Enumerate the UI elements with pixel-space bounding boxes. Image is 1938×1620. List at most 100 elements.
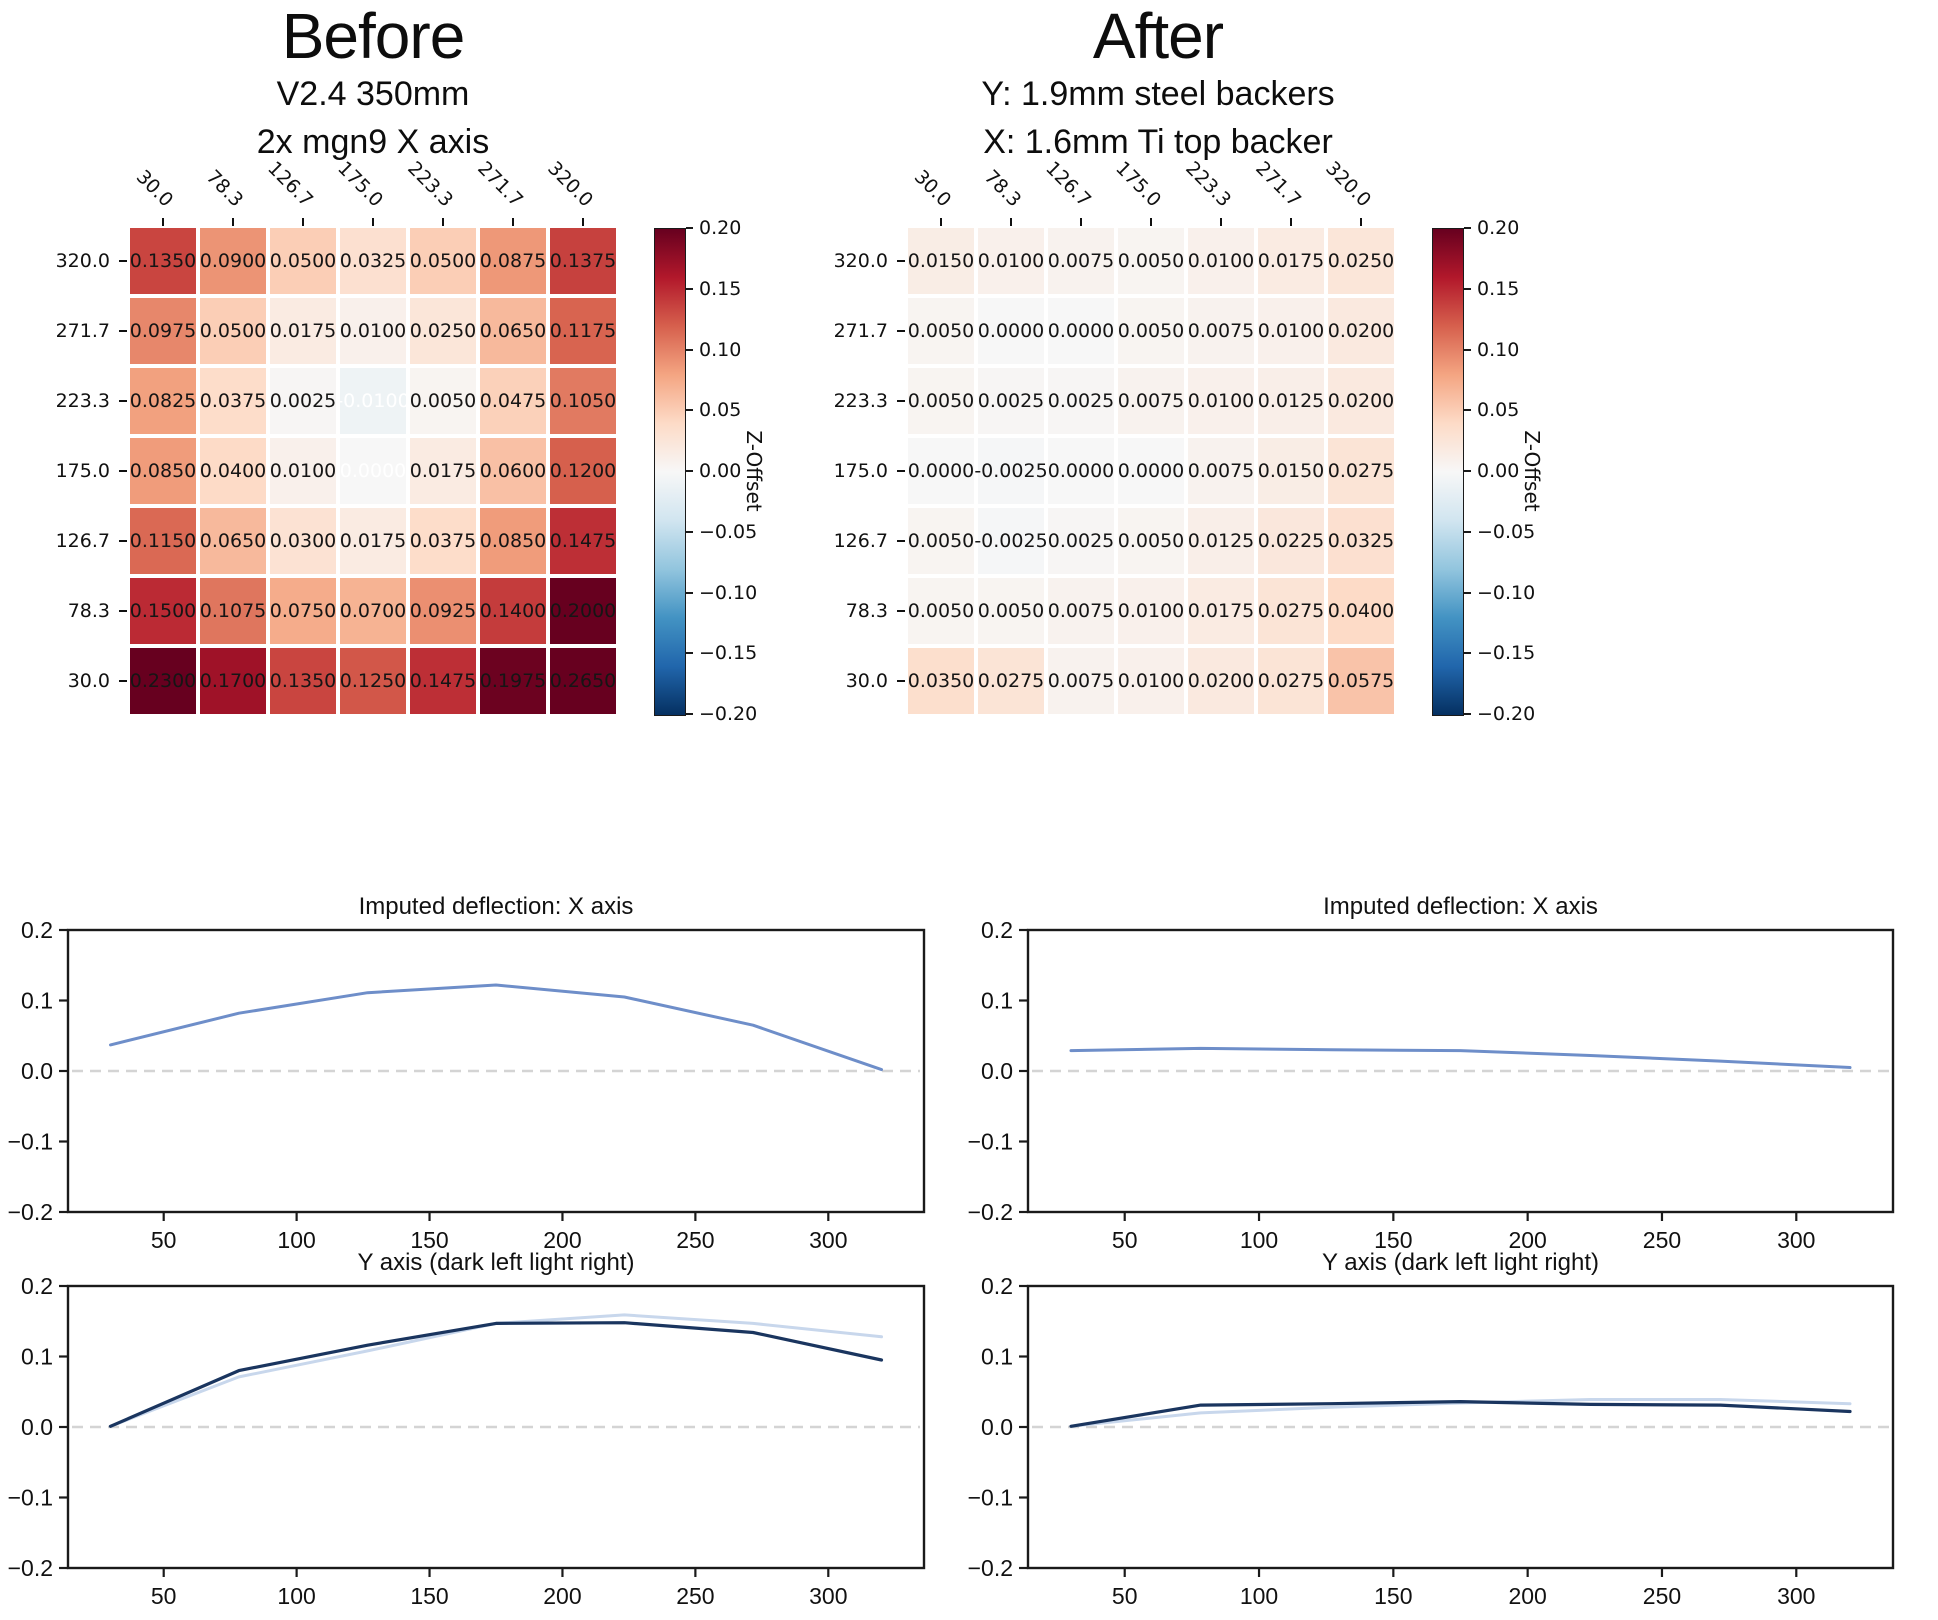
heatmap-cell: 0.0100 [340,298,406,364]
heatmap-cell: 0.1200 [550,438,616,504]
x-tick-label: 250 [1643,1583,1681,1609]
y-tick-label: 0.2 [21,1273,53,1299]
heatmap-row-label: 223.3 [833,390,888,412]
heatmap-row-label: 320.0 [833,250,888,272]
chart-title: Y axis (dark left light right) [358,1249,635,1276]
heatmap-cell: 0.1250 [340,648,406,714]
chart-title: Imputed deflection: X axis [359,893,634,920]
heatmap-row-label: 126.7 [833,530,888,552]
colorbar-tick-label: −0.15 [1477,642,1536,665]
before-subtitle-2: 2x mgn9 X axis [256,123,490,161]
y-tick-label: 0.1 [981,1344,1013,1370]
heatmap-row-tick [897,330,905,332]
heatmap-cell: 0.0275 [1258,648,1324,714]
x-tick-label: 150 [1374,1583,1412,1609]
heatmap-cell: 0.0650 [200,508,266,574]
colorbar-tick [686,287,693,290]
heatmap-cell: 0.0100 [1188,368,1254,434]
y-tick-label: −0.1 [8,1485,53,1511]
x-tick-label: 300 [1777,1583,1815,1609]
colorbar-tick-label: −0.05 [699,520,758,543]
heatmap-row-tick [119,330,127,332]
colorbar-tick-label: −0.10 [699,581,758,604]
y-tick-label: 0.0 [981,1058,1013,1084]
x-tick-label: 100 [1240,1583,1278,1609]
y-tick-label: −0.2 [968,1199,1013,1225]
x-tick-label: 200 [543,1227,581,1253]
heatmap-row-tick [119,400,127,402]
colorbar-tick [1464,470,1471,472]
heatmap-cell: 0.1500 [130,578,196,644]
line-chart-line-before-x: Imputed deflection: X axis 0.2 0.1 0.0 −0.1 −… [8,893,926,1253]
heatmap-cell: 0.0050 [1118,228,1184,294]
after-subtitle-2: X: 1.6mm Ti top backer [983,123,1333,161]
heatmap-cell: 0.0250 [410,298,476,364]
y-tick-label: 0.0 [981,1414,1013,1440]
chart-title: Imputed deflection: X axis [1323,893,1598,920]
line-chart-line-before-y: Y axis (dark left light right) 0.2 0.1 0.0 −… [8,1249,926,1609]
x-tick-label: 300 [1777,1227,1815,1253]
y-tick-label: 0.0 [21,1058,53,1084]
colorbar-tick [686,713,693,715]
heatmap-cell: 0.0050 [908,298,974,364]
x-tick-label: 150 [410,1227,448,1253]
heatmap-cell: 0.0700 [340,578,406,644]
colorbar-tick [1464,530,1471,533]
heatmap-column-tick [512,218,514,226]
x-tick-label: 150 [1374,1227,1412,1253]
x-tick-label: 200 [543,1583,581,1609]
x-tick-label: 200 [1508,1227,1546,1253]
heatmap-column-tick [302,218,304,226]
after-title: After [1092,0,1224,72]
colorbar-tick-label: −0.20 [699,703,758,725]
deflection-line-light-right [1069,1398,1852,1428]
colorbar-tick-label: 0.20 [1477,217,1520,239]
heatmap-cell: 0.0200 [1328,298,1394,364]
heatmap-cell: -0.0025 [974,438,1048,504]
heatmap-row-tick [897,260,905,262]
heatmap-cell: 0.0200 [1328,368,1394,434]
colorbar-tick-label: −0.20 [1477,703,1536,725]
y-tick-label: 0.1 [21,1344,53,1370]
deflection-line-light-right [109,1313,883,1428]
heatmap-cell: 0.1350 [270,648,336,714]
heatmap-row-tick [119,540,127,542]
heatmap-cell: 0.0075 [1188,438,1254,504]
x-tick-label: 100 [1240,1227,1278,1253]
heatmap-column-tick [1220,218,1222,226]
heatmap-row-label: 30.0 [67,670,110,692]
colorbar-tick-label: −0.05 [1477,520,1536,543]
heatmap-cell: 0.0075 [1048,648,1114,714]
heatmap-cell: 0.0275 [1258,578,1324,644]
colorbar-tick [1464,652,1471,655]
heatmap-row-label: 78.3 [845,600,888,622]
heatmap-cell: 0.0100 [978,228,1044,294]
heatmap-cell: 0.0000 [978,298,1044,364]
heatmap-cell: 0.0475 [480,368,546,434]
heatmap-cell: 0.0375 [200,368,266,434]
heatmap-cell: -0.0025 [974,508,1048,574]
heatmap-cell: 0.1150 [130,508,196,574]
heatmap-cell: 0.0000 [340,438,406,504]
colorbar-tick [1464,591,1471,594]
heatmap-column-tick [1360,218,1362,226]
heatmap-cell: 0.0100 [1118,578,1184,644]
heatmap-cell: 0.1700 [200,648,266,714]
heatmap-row-tick [897,540,905,542]
x-tick-label: 250 [676,1583,714,1609]
y-tick-label: −0.2 [8,1555,53,1581]
heatmap-cell: 0.0050 [908,508,974,574]
colorbar-tick [1464,227,1471,229]
y-tick-label: −0.2 [8,1199,53,1225]
deflection-line-dark-left [1069,1400,1852,1428]
heatmap-cell: 0.0050 [1118,298,1184,364]
x-tick-label: 100 [277,1583,315,1609]
y-tick-label: −0.1 [8,1129,53,1155]
y-tick-label: −0.1 [968,1485,1013,1511]
x-tick-label: 100 [277,1227,315,1253]
heatmap-cell: 0.1350 [130,228,196,294]
heatmap-cell: -0.0100 [336,368,410,434]
heatmap-cell: 0.2300 [130,648,196,714]
heatmap-row-tick [897,470,905,472]
